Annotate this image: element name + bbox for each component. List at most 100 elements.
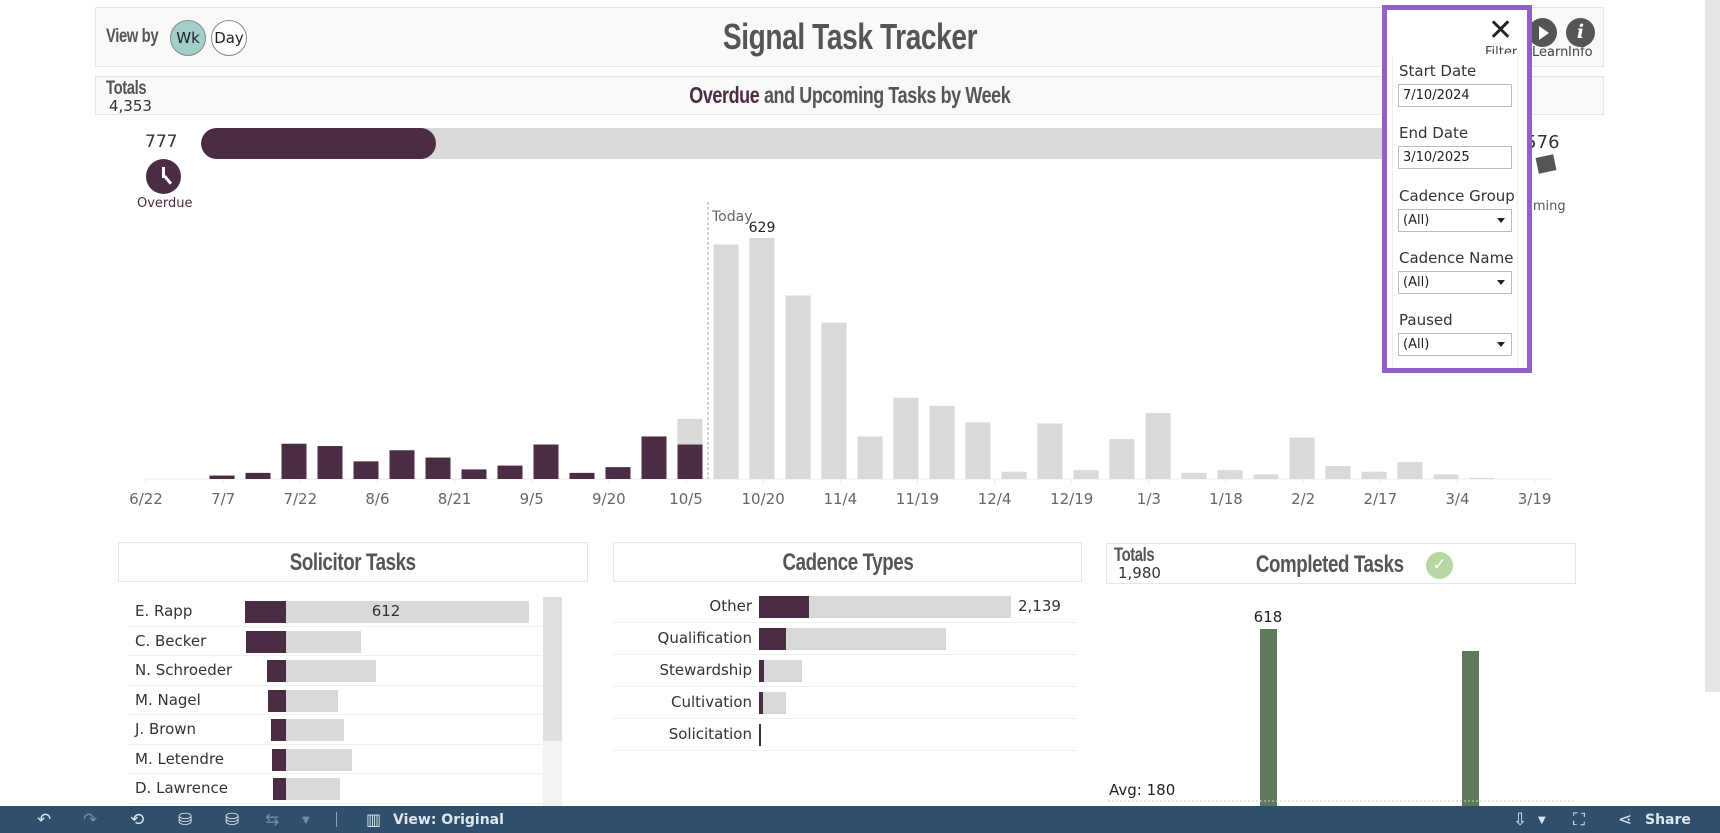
upcoming-bar[interactable]	[759, 628, 947, 650]
overdue-bar[interactable]	[759, 628, 787, 650]
revert-icon[interactable]: ⟲	[130, 810, 145, 830]
completed-totals-label: Totals	[1114, 545, 1155, 566]
pause-updates-icon[interactable]: ⛁	[225, 810, 240, 830]
solicitor-scrollbar-thumb[interactable]	[543, 597, 562, 741]
overdue-bar[interactable]	[759, 596, 809, 618]
upcoming-bar[interactable]	[286, 778, 341, 800]
overdue-bar[interactable]	[246, 630, 286, 653]
overdue-bar	[389, 450, 415, 479]
table-row[interactable]	[127, 656, 542, 686]
overdue-bar[interactable]	[759, 692, 763, 714]
table-row[interactable]	[127, 715, 542, 745]
view-day-button[interactable]: Day	[211, 20, 247, 56]
x-tick-label: 10/20	[742, 490, 785, 508]
chevron-down-icon[interactable]: ▼	[302, 815, 310, 826]
overdue-bar[interactable]	[272, 748, 286, 771]
upcoming-bar[interactable]	[759, 596, 1011, 618]
overdue-bar[interactable]	[268, 689, 286, 712]
upcoming-bar[interactable]	[286, 748, 352, 771]
overdue-bar[interactable]	[759, 724, 761, 746]
upcoming-bar[interactable]	[286, 630, 362, 653]
x-tick-label: 10/5	[669, 490, 703, 508]
completed-tasks-title: Completed Tasks	[1256, 551, 1404, 578]
upcoming-bar	[677, 418, 703, 445]
row-label: D. Lawrence	[135, 779, 228, 797]
upcoming-bar	[1145, 413, 1171, 479]
upcoming-bar[interactable]	[759, 660, 802, 682]
puzzle-piece-icon	[1535, 154, 1557, 174]
table-row[interactable]	[127, 686, 542, 716]
upcoming-bar[interactable]	[286, 689, 338, 712]
table-row[interactable]	[612, 655, 1077, 687]
close-filter-button[interactable]: ✕	[1488, 16, 1513, 46]
upcoming-bar	[893, 397, 919, 479]
upcoming-bar[interactable]	[286, 660, 376, 682]
upcoming-bar	[821, 322, 847, 479]
row-label: C. Becker	[135, 631, 207, 650]
download-icon[interactable]: ⇩	[1513, 810, 1528, 830]
row-label: Stewardship	[659, 661, 752, 679]
refresh-data-icon[interactable]: ⛁	[178, 810, 193, 830]
upcoming-bar	[1361, 471, 1387, 479]
view-original-button[interactable]: View: Original	[393, 812, 504, 828]
overdue-progress-bar	[201, 128, 1519, 159]
overdue-bar[interactable]	[270, 719, 286, 741]
paused-select[interactable]: (All)	[1398, 333, 1512, 356]
start-date-input[interactable]: 7/10/2024	[1398, 84, 1512, 107]
view-by-label: View by	[106, 26, 159, 47]
upcoming-bar[interactable]	[759, 692, 787, 714]
table-row[interactable]	[612, 687, 1077, 719]
undo-icon[interactable]: ↶	[37, 810, 52, 830]
overdue-bar[interactable]	[267, 660, 286, 682]
redo-icon[interactable]: ↷	[83, 810, 98, 830]
x-tick-label: 9/20	[592, 490, 626, 508]
dropdown-arrow-icon	[1497, 280, 1505, 285]
table-row[interactable]	[127, 627, 542, 657]
row-label: Qualification	[657, 629, 752, 647]
view-wk-button[interactable]: Wk	[170, 20, 206, 56]
info-icon: i	[1576, 21, 1585, 43]
table-row[interactable]	[612, 623, 1077, 655]
table-row[interactable]	[127, 774, 542, 804]
overdue-label: Overdue	[137, 196, 193, 211]
play-icon	[1539, 26, 1549, 40]
share-button[interactable]: Share	[1645, 812, 1691, 828]
upcoming-bar	[749, 238, 775, 479]
upcoming-bar	[857, 436, 883, 479]
table-row[interactable]	[612, 591, 1077, 623]
overdue-bar	[641, 436, 667, 479]
filter-label: Filter	[1485, 45, 1518, 54]
page-scrollbar[interactable]	[1705, 0, 1720, 692]
chevron-down-icon[interactable]: ▼	[1538, 815, 1546, 826]
learn-label: Learn	[1532, 45, 1569, 60]
view-chart-icon[interactable]: ▥	[366, 810, 382, 829]
info-button[interactable]: i	[1566, 18, 1595, 47]
overdue-bar	[209, 475, 235, 479]
table-row[interactable]	[127, 745, 542, 775]
weekly-tasks-chart: 6/22 7/7 7/22 8/6 8/21 9/5 9/20 10/5 10/20 11/4 11…	[129, 202, 1552, 508]
table-row[interactable]	[612, 719, 1077, 751]
overdue-bar[interactable]	[273, 778, 286, 800]
peak-value-label: 629	[749, 220, 776, 236]
x-tick-label: 1/18	[1209, 490, 1243, 508]
x-tick-label: 12/4	[978, 490, 1012, 508]
overdue-bar[interactable]	[244, 601, 286, 623]
bar-value-label: 618	[1254, 608, 1283, 626]
end-date-input[interactable]: 3/10/2025	[1398, 146, 1512, 169]
table-row[interactable]	[127, 597, 542, 627]
close-icon: ✕	[1488, 13, 1514, 48]
page-title: Signal Task Tracker	[722, 16, 978, 57]
cadence-group-select[interactable]: (All)	[1398, 209, 1512, 232]
loop-icon[interactable]: ⇆	[265, 810, 280, 830]
totals-label: Totals	[106, 78, 147, 99]
overdue-bar[interactable]	[759, 660, 764, 682]
solicitor-tasks-title: Solicitor Tasks	[290, 549, 416, 576]
learn-button[interactable]	[1528, 18, 1557, 47]
share-icon[interactable]: ⋖	[1618, 810, 1633, 830]
fullscreen-icon[interactable]: ⛶	[1573, 810, 1585, 830]
cadence-name-select[interactable]: (All)	[1398, 271, 1512, 294]
x-tick-label: 8/6	[365, 490, 389, 508]
upcoming-bar[interactable]	[286, 719, 344, 741]
upcoming-bar[interactable]	[286, 601, 529, 623]
overdue-bar	[425, 457, 451, 479]
